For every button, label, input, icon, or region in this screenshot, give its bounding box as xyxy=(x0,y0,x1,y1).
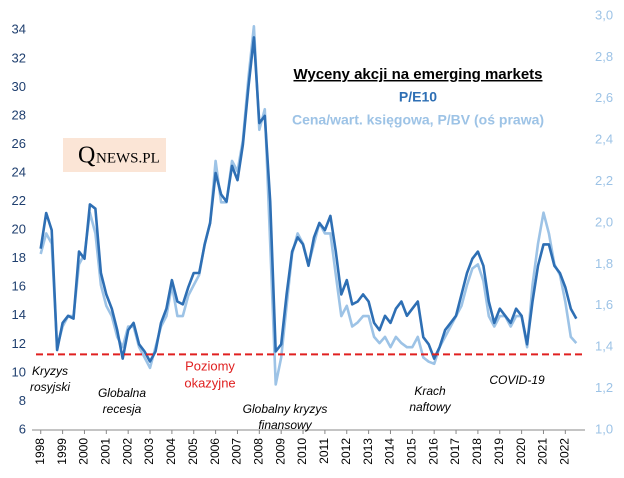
annotation: Globalna xyxy=(98,386,146,400)
logo-initial: Q xyxy=(78,143,95,169)
chart-title: Wyceny akcji na emerging markets xyxy=(293,66,542,83)
x-tick-label: 2004 xyxy=(164,438,178,465)
annotation: COVID-19 xyxy=(489,373,545,387)
x-tick-label: 2010 xyxy=(295,438,309,465)
y2-tick-label: 1,2 xyxy=(595,380,613,395)
annotation: naftowy xyxy=(409,400,451,414)
x-tick-label: 2014 xyxy=(383,438,397,465)
y-tick-label: 14 xyxy=(12,307,26,322)
x-tick-label: 2001 xyxy=(98,438,112,465)
y-tick-label: 20 xyxy=(12,222,26,237)
y-tick-label: 30 xyxy=(12,79,26,94)
x-tick-label: 1999 xyxy=(55,438,69,465)
annotation: Globalny kryzys xyxy=(243,402,328,416)
x-tick-label: 2009 xyxy=(273,438,287,465)
y-tick-label: 24 xyxy=(12,164,26,179)
annotation: rosyjski xyxy=(30,380,70,394)
x-tick-label: 2016 xyxy=(426,438,440,465)
annotation: finansowy xyxy=(258,418,312,432)
x-tick-label: 2020 xyxy=(514,438,528,465)
y-tick-label: 26 xyxy=(12,136,26,151)
x-tick-label: 2000 xyxy=(77,438,91,465)
x-tick-label: 2017 xyxy=(448,438,462,465)
y2-tick-label: 1,4 xyxy=(595,339,613,354)
legend-entry: Cena/wart. księgowa, P/BV (oś prawa) xyxy=(292,112,544,128)
x-tick-label: 2002 xyxy=(120,438,134,465)
y-tick-label: 28 xyxy=(12,107,26,122)
annotation: recesja xyxy=(103,402,142,416)
x-tick-label: 1998 xyxy=(33,438,47,465)
y-tick-label: 34 xyxy=(12,22,26,37)
x-tick-label: 2011 xyxy=(317,438,331,464)
y2-tick-label: 1,6 xyxy=(595,297,613,312)
x-tick-label: 2022 xyxy=(557,438,571,465)
x-tick-label: 2015 xyxy=(404,438,418,465)
legend-entry: P/E10 xyxy=(399,89,437,105)
x-tick-label: 2021 xyxy=(536,438,550,465)
y2-tick-label: 2,6 xyxy=(595,90,613,105)
reference-label: Poziomy xyxy=(185,358,235,373)
y-tick-label: 8 xyxy=(19,393,26,408)
y-tick-label: 10 xyxy=(12,364,26,379)
x-tick-label: 2005 xyxy=(186,438,200,465)
series-line xyxy=(39,36,578,363)
y2-tick-label: 2,8 xyxy=(595,49,613,64)
y-tick-label: 6 xyxy=(19,421,26,436)
y2-tick-label: 2,0 xyxy=(595,214,613,229)
x-tick-label: 2003 xyxy=(142,438,156,465)
y2-tick-label: 2,2 xyxy=(595,173,613,188)
y-tick-label: 16 xyxy=(12,279,26,294)
reference-label: okazyjne xyxy=(184,375,235,390)
x-tick-label: 2013 xyxy=(361,438,375,465)
y2-tick-label: 3,0 xyxy=(595,7,613,22)
x-tick-label: 2012 xyxy=(339,438,353,465)
y-tick-label: 32 xyxy=(12,50,26,65)
x-tick-label: 2007 xyxy=(230,438,244,465)
y-tick-label: 18 xyxy=(12,250,26,265)
annotation: Kryzys xyxy=(32,364,68,378)
x-tick-label: 2018 xyxy=(470,438,484,465)
x-tick-label: 2008 xyxy=(251,438,265,465)
x-tick-label: 2019 xyxy=(492,438,506,465)
y2-tick-label: 1,0 xyxy=(595,421,613,436)
y-tick-label: 12 xyxy=(12,336,26,351)
y2-tick-label: 2,4 xyxy=(595,132,613,147)
y-tick-label: 22 xyxy=(12,193,26,208)
x-tick-label: 2006 xyxy=(208,438,222,465)
y2-tick-label: 1,8 xyxy=(595,256,613,271)
logo-box xyxy=(63,138,166,172)
annotation: Krach xyxy=(414,384,446,398)
logo-text: NEWS.PL xyxy=(96,150,160,166)
